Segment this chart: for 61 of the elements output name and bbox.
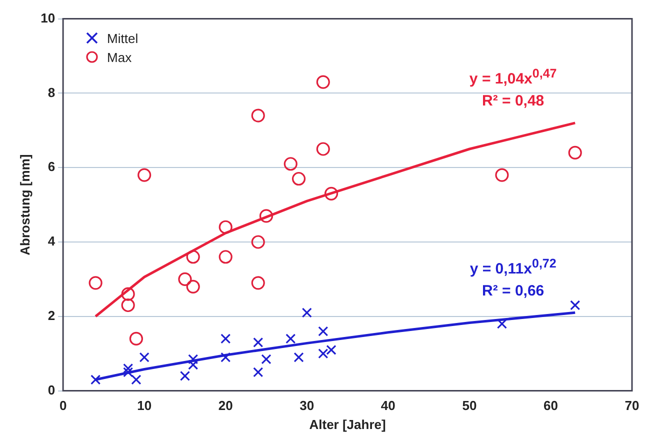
x-tick-label: 70	[624, 398, 640, 414]
point	[324, 186, 338, 200]
point	[180, 370, 190, 381]
point	[218, 250, 232, 264]
point	[131, 374, 142, 385]
point	[316, 75, 330, 89]
point	[284, 157, 298, 171]
point	[121, 298, 135, 312]
point	[123, 367, 134, 378]
x-tick-label: 60	[543, 398, 558, 414]
point	[186, 250, 200, 264]
point	[318, 348, 328, 359]
point	[218, 220, 232, 234]
point	[292, 172, 306, 186]
y-tick-label: 8	[48, 84, 56, 100]
point	[495, 168, 509, 182]
x-tick-label: 20	[218, 398, 233, 414]
point	[138, 168, 152, 182]
annotation: y = 1,04x$^{0,47}$	[469, 66, 557, 88]
x-tick-label: 30	[300, 398, 314, 414]
x-tick-label: 10	[137, 398, 152, 414]
annotation: y = 0,11x$^{0,72}$	[470, 256, 556, 278]
y-tick-label: 4	[48, 234, 56, 249]
x-axis-title: Alter [Jahre]	[309, 416, 386, 432]
point	[253, 337, 264, 348]
point	[326, 344, 336, 355]
point	[318, 326, 328, 336]
point	[259, 209, 274, 223]
point	[302, 308, 312, 318]
point	[220, 334, 231, 344]
annotation: R² = 0,66	[482, 282, 544, 300]
point	[286, 334, 296, 344]
y-tick-label: 0	[48, 382, 56, 398]
point	[570, 300, 580, 310]
point	[251, 235, 265, 249]
point	[88, 276, 102, 290]
point	[261, 354, 272, 364]
x-tick-label: 40	[380, 398, 396, 414]
x-tick-label: 50	[462, 398, 477, 414]
legend-label: Max	[107, 50, 132, 65]
y-tick-label: 2	[48, 308, 56, 323]
point	[316, 142, 330, 156]
y-tick-label: 10	[40, 10, 56, 26]
y-tick-label: 6	[48, 159, 56, 174]
x-tick-label: 0	[59, 398, 67, 414]
point	[90, 374, 101, 385]
point	[253, 367, 264, 378]
point	[251, 108, 265, 122]
point	[121, 287, 135, 301]
point	[251, 276, 265, 290]
legend-label: Mittel	[107, 30, 138, 46]
annotation: R² = 0,48	[482, 92, 544, 110]
point	[178, 272, 192, 286]
point	[220, 352, 231, 362]
point	[129, 332, 144, 346]
point	[568, 146, 582, 160]
point	[294, 352, 304, 362]
point	[139, 352, 150, 362]
y-axis-title: Abrostung [mm]	[17, 154, 32, 256]
point	[123, 363, 134, 374]
point	[186, 280, 200, 294]
